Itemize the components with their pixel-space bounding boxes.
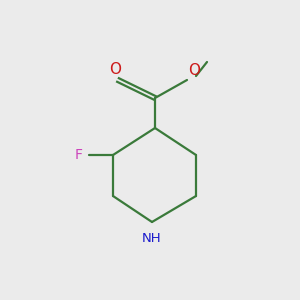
Text: F: F [75,148,83,162]
Text: O: O [188,63,200,78]
Text: NH: NH [142,232,162,245]
Text: O: O [109,62,121,77]
